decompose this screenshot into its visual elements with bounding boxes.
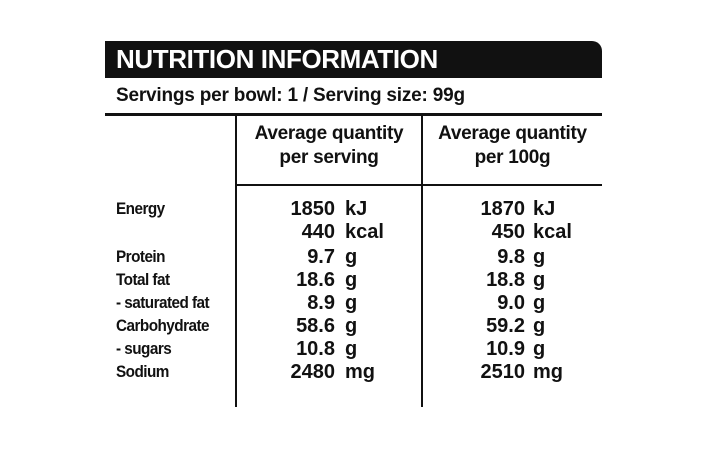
per-100g-unit: g <box>533 315 546 337</box>
servings-info: Servings per bowl: 1 / Serving size: 99g <box>116 85 465 106</box>
per-serving-unit: g <box>345 315 358 337</box>
per-100g-unit: mg <box>533 361 563 383</box>
nutrient-row-energy-kj: Energy 1850 kJ 1870 kJ <box>105 198 602 220</box>
nutrient-row-carbohydrate: Carbohydrate 58.6 g 59.2 g <box>105 315 602 337</box>
per-100g-value: 18.8 <box>486 269 525 291</box>
per-serving-unit: kcal <box>345 221 384 243</box>
nutrient-row-protein: Protein 9.7 g 9.8 g <box>105 246 602 268</box>
nutrient-name: - sugars <box>116 339 172 358</box>
column-header-line2: per serving <box>279 147 379 168</box>
per-serving-value: 18.6 <box>296 269 335 291</box>
nutrient-row-sodium: Sodium 2480 mg 2510 mg <box>105 361 602 383</box>
nutrition-label: NUTRITION INFORMATION Servings per bowl:… <box>105 41 602 407</box>
per-serving-value: 9.7 <box>307 246 335 268</box>
per-100g-value: 9.0 <box>497 292 525 314</box>
per-100g-value: 59.2 <box>486 315 525 337</box>
nutrient-name: Total fat <box>116 270 170 289</box>
nutrient-name: Carbohydrate <box>116 316 210 335</box>
per-serving-unit: mg <box>345 361 375 383</box>
nutrient-row-sugars: - sugars 10.8 g 10.9 g <box>105 338 602 360</box>
per-100g-unit: g <box>533 292 546 314</box>
column-header-per-serving: Average quantity per serving <box>237 122 421 170</box>
per-100g-value: 450 <box>491 221 525 243</box>
per-100g-unit: kJ <box>533 198 556 220</box>
header-divider <box>105 113 602 116</box>
label-title: NUTRITION INFORMATION <box>105 41 602 78</box>
per-serving-value: 8.9 <box>307 292 335 314</box>
per-100g-unit: kcal <box>533 221 572 243</box>
per-serving-unit: g <box>345 338 358 360</box>
per-100g-value: 1870 <box>480 198 526 220</box>
per-serving-unit: g <box>345 246 358 268</box>
per-100g-unit: g <box>533 246 546 268</box>
nutrient-name: Energy <box>116 199 165 218</box>
nutrient-row-energy-kcal: 440 kcal 450 kcal <box>105 221 602 243</box>
column-header-line2: per 100g <box>474 147 551 168</box>
column-header-line1: Average quantity <box>438 123 587 144</box>
column-header-divider <box>235 184 602 186</box>
per-serving-value: 440 <box>301 221 335 243</box>
nutrient-name: Sodium <box>116 362 169 381</box>
per-100g-value: 10.9 <box>486 338 525 360</box>
per-100g-value: 9.8 <box>497 246 525 268</box>
per-100g-value: 2510 <box>480 361 526 383</box>
column-header-line1: Average quantity <box>254 123 404 144</box>
per-100g-unit: g <box>533 269 546 291</box>
column-header-per-100g: Average quantity per 100g <box>423 122 602 170</box>
per-serving-value: 1850 <box>290 198 336 220</box>
column-divider-100g <box>421 115 423 407</box>
nutrient-name: Protein <box>116 247 165 266</box>
per-serving-value: 10.8 <box>296 338 335 360</box>
nutrient-row-saturated-fat: - saturated fat 8.9 g 9.0 g <box>105 292 602 314</box>
column-divider-serving <box>235 115 237 407</box>
per-serving-value: 58.6 <box>296 315 335 337</box>
per-100g-unit: g <box>533 338 546 360</box>
per-serving-unit: kJ <box>345 198 368 220</box>
per-serving-unit: g <box>345 292 358 314</box>
per-serving-value: 2480 <box>290 361 336 383</box>
per-serving-unit: g <box>345 269 358 291</box>
nutrient-name: - saturated fat <box>116 293 210 312</box>
nutrient-row-total-fat: Total fat 18.6 g 18.8 g <box>105 269 602 291</box>
